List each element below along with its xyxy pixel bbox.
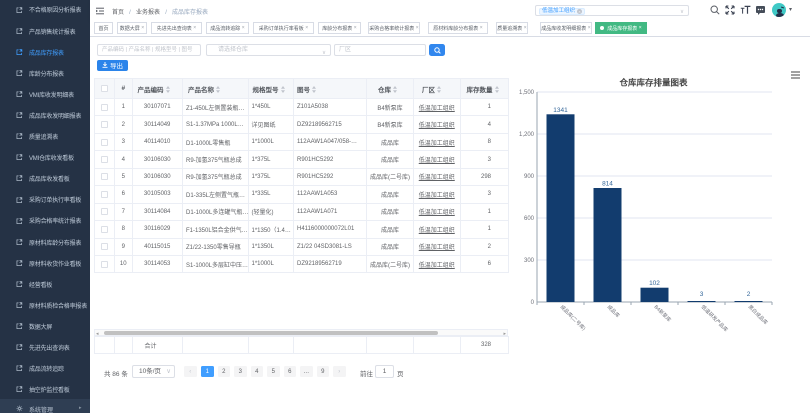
- svg-text:仓库库存排量图表: 仓库库存排量图表: [618, 78, 688, 88]
- svg-text:2: 2: [747, 291, 751, 298]
- svg-text:600: 600: [524, 216, 535, 222]
- svg-text:1,500: 1,500: [519, 90, 535, 96]
- svg-text:1341: 1341: [553, 107, 568, 114]
- svg-text:黑白成品库: 黑白成品库: [747, 303, 770, 326]
- svg-text:成品库(二号库): 成品库(二号库): [559, 303, 588, 332]
- svg-text:成品库: 成品库: [606, 303, 622, 319]
- svg-text:814: 814: [602, 181, 613, 188]
- svg-text:1,200: 1,200: [519, 132, 535, 138]
- svg-text:B4新泵库: B4新泵库: [653, 303, 673, 323]
- svg-text:0: 0: [531, 300, 535, 306]
- svg-text:3: 3: [700, 291, 704, 298]
- svg-text:低温研发产品库: 低温研发产品库: [700, 303, 730, 333]
- svg-text:900: 900: [524, 174, 535, 180]
- svg-text:102: 102: [649, 280, 660, 287]
- svg-text:300: 300: [524, 258, 535, 264]
